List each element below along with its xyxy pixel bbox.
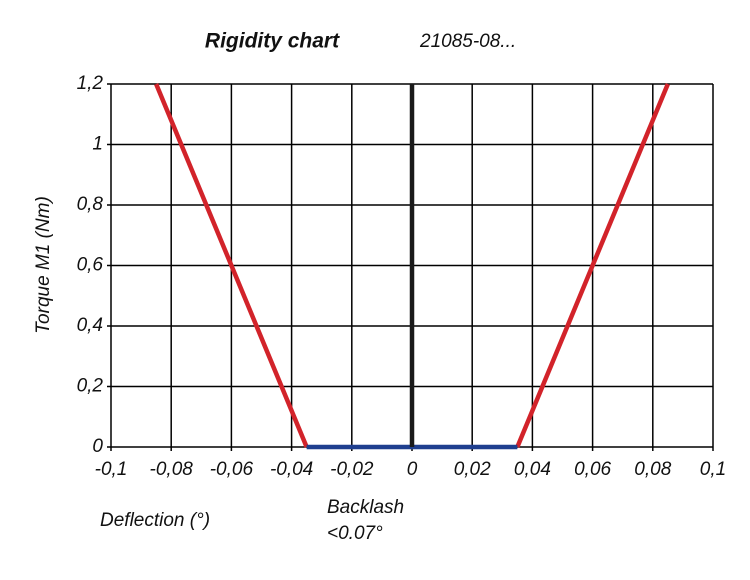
x-tick-label: -0,04 bbox=[270, 459, 313, 480]
y-tick-label: 0,6 bbox=[77, 255, 104, 276]
chart-subtitle: 21085-08... bbox=[419, 31, 516, 52]
x-tick-label: -0,1 bbox=[95, 459, 128, 480]
x-tick-label: 0,1 bbox=[700, 459, 726, 480]
x-tick-label: -0,06 bbox=[210, 459, 254, 480]
series-line bbox=[154, 83, 309, 448]
y-tick-label: 0,4 bbox=[77, 315, 103, 336]
x-axis-label: Deflection (°) bbox=[100, 510, 210, 531]
y-tick-label: 1,2 bbox=[77, 73, 104, 94]
annotation: Backlash bbox=[327, 497, 404, 518]
y-axis-label: Torque M1 (Nm) bbox=[33, 196, 54, 334]
series-line bbox=[515, 83, 670, 448]
x-tick-label: 0,08 bbox=[634, 459, 671, 480]
x-tick-label: 0,02 bbox=[454, 459, 491, 480]
x-tick-label: 0 bbox=[407, 459, 418, 480]
y-tick-label: 0,2 bbox=[77, 376, 104, 397]
y-tick-label: 1 bbox=[92, 134, 103, 155]
x-tick-label: -0,02 bbox=[330, 459, 374, 480]
annotation: <0.07° bbox=[327, 523, 383, 544]
y-tick-label: 0,8 bbox=[77, 194, 104, 215]
y-tick-label: 0 bbox=[92, 436, 103, 457]
x-tick-label: -0,08 bbox=[150, 459, 194, 480]
chart-title: Rigidity chart bbox=[205, 30, 340, 53]
x-tick-label: 0,04 bbox=[514, 459, 551, 480]
x-tick-label: 0,06 bbox=[574, 459, 611, 480]
